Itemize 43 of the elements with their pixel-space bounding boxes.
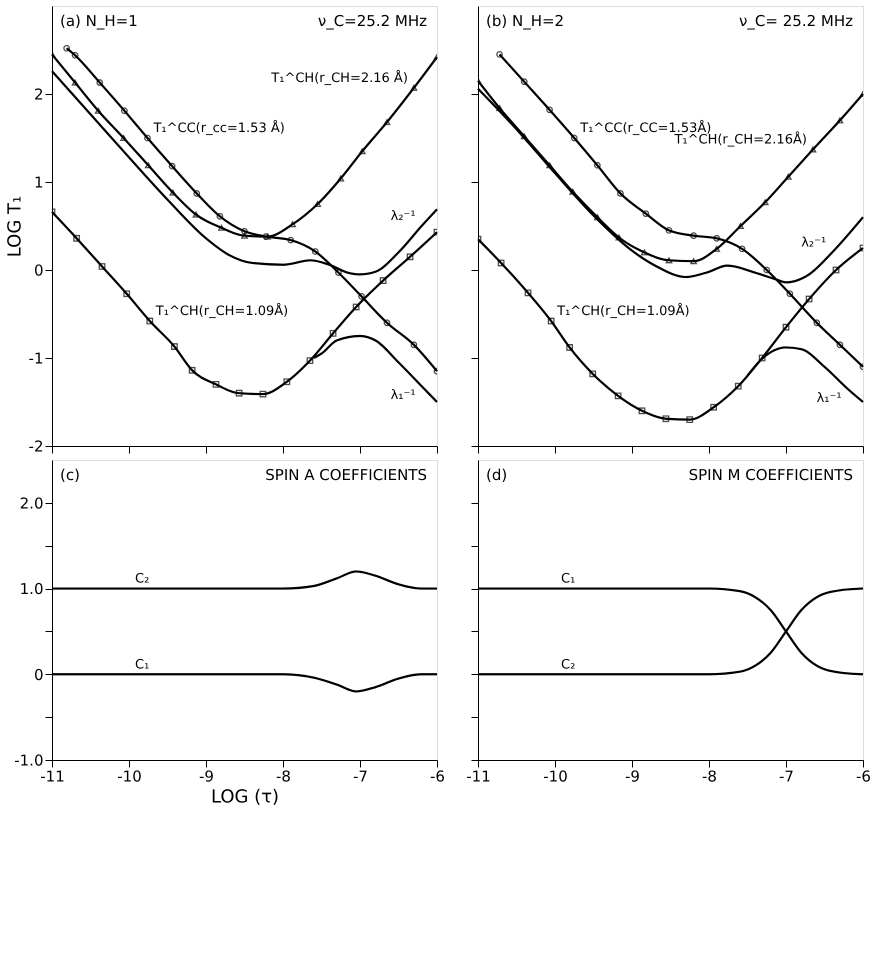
x-tick-label: -7 [779, 768, 794, 786]
y-tick-label: 2 [34, 86, 44, 104]
y-tick-label: -2 [28, 438, 44, 456]
y-tick-label: -1.0 [14, 752, 44, 770]
x-tick-label: -10 [117, 768, 142, 786]
annotation: (c) [60, 466, 80, 484]
x-tick-label: -6 [856, 768, 871, 786]
y-axis-title: LOG T₁ [4, 196, 26, 258]
x-tick-label: -11 [40, 768, 65, 786]
annotation: C₁ [561, 572, 576, 587]
annotation: T₁^CC(r_cc=1.53 Å) [152, 119, 285, 136]
annotation: λ₂⁻¹ [390, 209, 416, 224]
y-tick-label: 1.0 [20, 580, 44, 598]
annotation: (a) N_H=1 [60, 12, 138, 30]
y-tick-label: 1 [34, 174, 44, 192]
annotation: (b) N_H=2 [486, 12, 564, 30]
annotation: λ₁⁻¹ [390, 388, 416, 404]
y-tick-label: 0 [34, 666, 44, 684]
x-tick-label: -7 [353, 768, 368, 786]
x-axis-title: LOG (τ) [210, 786, 280, 808]
x-tick-label: -11 [466, 768, 491, 786]
annotation: ν_C=25.2 MHz [318, 12, 428, 30]
x-tick-label: -8 [276, 768, 291, 786]
x-tick-label: -10 [543, 768, 568, 786]
annotation: λ₂⁻¹ [801, 235, 826, 250]
annotation: ν_C= 25.2 MHz [739, 12, 854, 30]
y-tick-label: 0 [34, 262, 44, 280]
annotation: λ₁⁻¹ [816, 390, 842, 406]
annotation: SPIN A COEFFICIENTS [265, 466, 427, 484]
x-tick-label: -6 [430, 768, 445, 786]
annotation: (d) [486, 466, 508, 484]
annotation: C₂ [135, 572, 150, 587]
x-tick-label: -8 [702, 768, 717, 786]
y-tick-label: 2.0 [20, 494, 44, 512]
annotation: SPIN M COEFFICIENTS [688, 466, 853, 484]
x-tick-label: -9 [625, 768, 640, 786]
annotation: C₁ [135, 657, 150, 672]
x-tick-label: -9 [199, 768, 214, 786]
annotation: T₁^CH(r_CH=2.16 Å) [270, 68, 408, 86]
annotation: C₂ [561, 657, 576, 672]
annotation: T₁^CH(r_CH=1.09Å) [154, 302, 288, 320]
annotation: T₁^CH(r_CH=1.09Å) [556, 302, 690, 320]
y-tick-label: -1 [28, 350, 44, 368]
